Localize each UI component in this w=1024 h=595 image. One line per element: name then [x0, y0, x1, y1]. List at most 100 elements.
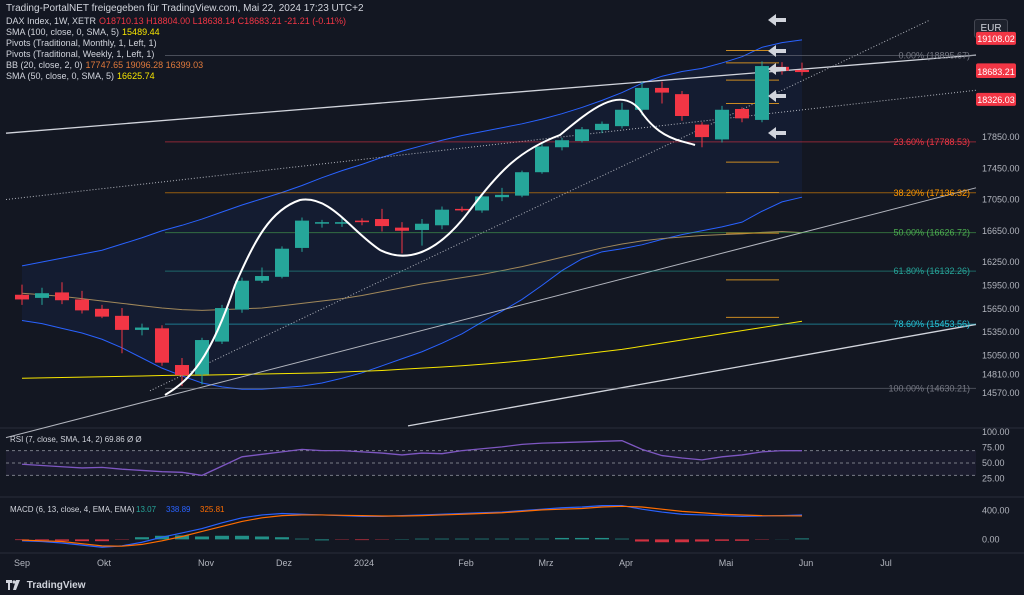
candle-body	[495, 194, 509, 198]
candle-body	[635, 87, 649, 110]
fib-level-label: 78.60% (15453.56)	[893, 319, 970, 329]
y-axis-label: 15950.00	[982, 280, 1020, 290]
x-axis-label: Jul	[880, 558, 892, 568]
tradingview-logo-icon	[6, 580, 20, 591]
x-axis-label: Nov	[198, 558, 215, 568]
candle-body	[515, 172, 529, 196]
candle-body	[115, 315, 129, 330]
candle-body	[435, 209, 449, 226]
x-axis-label: 2024	[354, 558, 374, 568]
fib-level-label: 38.20% (17136.32)	[893, 188, 970, 198]
candle-body	[795, 69, 809, 73]
legend-label: DAX Index, 1W, XETR	[6, 16, 97, 26]
legend-line: Pivots (Traditional, Weekly, 1, Left, 1)	[6, 49, 154, 59]
macd-hist-bar	[95, 539, 109, 542]
macd-hist-bar	[135, 537, 149, 540]
macd-hist-bar	[255, 536, 269, 540]
candle-body	[75, 299, 89, 311]
legend-label: SMA (50, close, 0, SMA, 5)	[6, 71, 115, 81]
legend-label: BB (20, close, 2, 0)	[6, 60, 83, 70]
x-axis-label: Feb	[458, 558, 474, 568]
arrow-icon	[768, 45, 786, 57]
arrow-icon	[768, 127, 786, 139]
macd-hist-bar	[475, 538, 489, 540]
y-axis-label: 15650.00	[982, 304, 1020, 314]
rsi-axis-label: 100.00	[982, 427, 1010, 437]
legend-label: Pivots (Traditional, Weekly, 1, Left, 1)	[6, 49, 155, 59]
arrow-icon	[768, 90, 786, 102]
macd-hist-bar	[495, 538, 509, 540]
x-axis-label: Mai	[719, 558, 734, 568]
macd-hist-bar	[515, 538, 529, 540]
price-tag	[976, 65, 1016, 79]
candle-body	[215, 308, 229, 342]
legend-line: Pivots (Traditional, Monthly, 1, Left, 1…	[6, 38, 157, 48]
candle-body	[175, 365, 189, 376]
macd-hist-bar	[415, 538, 429, 540]
fib-level-label: 0.00% (18895.67)	[898, 50, 970, 60]
macd-hist-bar	[795, 538, 809, 540]
macd-legend: MACD (6, 13, close, 4, EMA, EMA)	[10, 505, 135, 514]
candle-body	[575, 129, 589, 141]
candle-body	[275, 248, 289, 277]
legend-label: Pivots (Traditional, Monthly, 1, Left, 1…	[6, 38, 157, 48]
fib-level-label: 100.00% (14630.21)	[888, 383, 970, 393]
rsi-axis-label: 75.00	[982, 443, 1005, 453]
legend-label: SMA (100, close, 0, SMA, 5)	[6, 27, 120, 37]
bb-lower-line	[21, 196, 803, 390]
bb-upper-line	[21, 39, 803, 267]
price-tag	[976, 31, 1016, 45]
macd-hist-bar	[355, 539, 369, 541]
trendline-dotted	[5, 89, 977, 201]
macd-hist-bar	[15, 539, 29, 541]
trendline-mid	[5, 187, 977, 439]
candle-body	[475, 196, 489, 211]
x-axis-label: Dez	[276, 558, 293, 568]
price-tag	[976, 92, 1016, 106]
candle-body	[655, 87, 669, 93]
annotation-curve	[164, 98, 696, 396]
rsi-axis-label: 50.00	[982, 458, 1005, 468]
y-axis-label: 17850.00	[982, 132, 1020, 142]
rsi-axis-label: 25.00	[982, 474, 1005, 484]
macd-axis-label: 0.00	[982, 534, 1000, 544]
y-axis-label: 14810.00	[982, 369, 1020, 379]
macd-hist-bar	[295, 538, 309, 540]
tradingview-logo: TradingView	[6, 580, 86, 591]
x-axis-label: Jun	[799, 558, 814, 568]
y-axis-label: 15050.00	[982, 351, 1020, 361]
macd-hist-bar	[655, 539, 669, 543]
macd-hist-bar	[555, 537, 569, 540]
x-axis-label: Sep	[14, 558, 30, 568]
macd-hist-bar	[315, 539, 329, 541]
macd-legend-value: 325.81	[200, 505, 225, 514]
candle-body	[335, 222, 349, 224]
macd-hist-bar	[35, 539, 49, 541]
macd-hist-bar	[615, 538, 629, 540]
macd-hist-bar	[635, 539, 649, 542]
legend-value: O18710.13 H18804.00 L18638.14 C18683.21 …	[99, 16, 347, 26]
sma100-line	[21, 320, 803, 379]
bb-fill	[22, 39, 802, 390]
fib-level-label: 61.80% (16132.26)	[893, 266, 970, 276]
macd-hist-bar	[175, 535, 189, 540]
candle-body	[615, 109, 629, 127]
y-axis-label: 17050.00	[982, 195, 1020, 205]
candle-body	[135, 327, 149, 330]
legend-value: 15489.44	[122, 27, 160, 37]
legend-line: SMA (100, close, 0, SMA, 5) 15489.44	[6, 27, 160, 37]
y-axis-label: 16650.00	[982, 226, 1020, 236]
macd-hist-bar	[455, 538, 469, 540]
y-axis-label: 15350.00	[982, 327, 1020, 337]
candle-body	[255, 276, 269, 281]
arrow-icon	[768, 63, 786, 75]
candle-body	[35, 293, 49, 298]
fib-level-label: 23.60% (17788.53)	[893, 137, 970, 147]
macd-legend-value: 13.07	[136, 505, 157, 514]
macd-hist-bar	[215, 535, 229, 540]
x-axis-label: Okt	[97, 558, 112, 568]
candle-body	[55, 292, 69, 301]
candle-body	[295, 220, 309, 248]
y-axis-label: 16250.00	[982, 257, 1020, 267]
